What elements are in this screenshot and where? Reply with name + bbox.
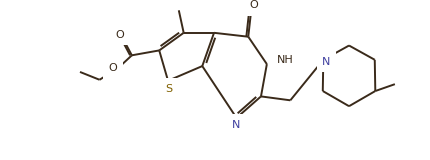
Text: S: S: [166, 84, 172, 94]
Text: O: O: [116, 30, 124, 40]
Text: N: N: [232, 120, 241, 130]
Text: NH: NH: [276, 55, 293, 65]
Text: O: O: [109, 63, 118, 73]
Text: N: N: [322, 57, 330, 67]
Text: O: O: [250, 0, 258, 10]
